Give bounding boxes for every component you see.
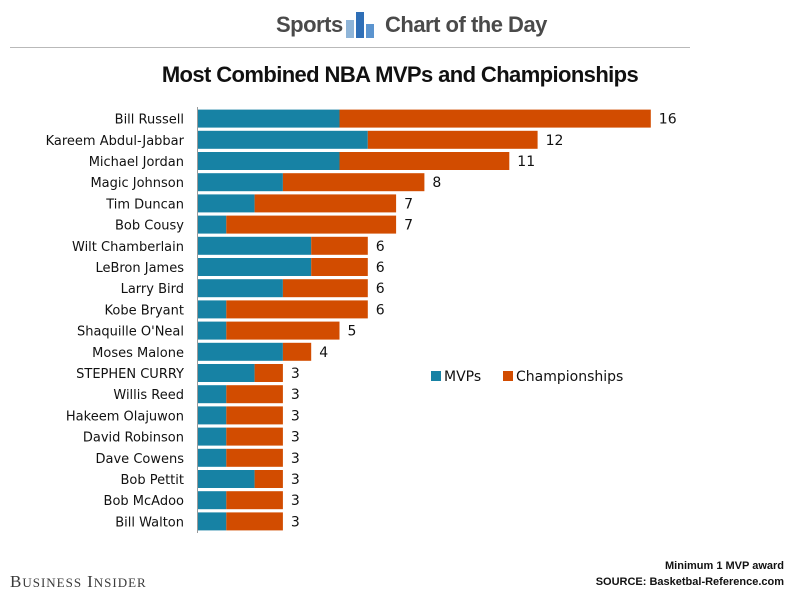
bar-mvps	[198, 321, 227, 340]
legend-swatch-mvps	[431, 371, 441, 381]
bar-championships	[226, 321, 340, 340]
player-label: Moses Malone	[92, 346, 184, 361]
total-value-label: 16	[659, 112, 677, 128]
player-label: Shaquille O'Neal	[77, 325, 184, 340]
legend-label-championships: Championships	[516, 369, 623, 385]
bar-mvps	[198, 385, 227, 404]
bar-championships	[339, 152, 510, 170]
bar-mvps	[198, 194, 255, 213]
total-value-label: 5	[348, 324, 357, 340]
bar-mvps	[198, 258, 312, 276]
player-label: Bill Russell	[115, 113, 184, 128]
player-label: Kareem Abdul-Jabbar	[46, 134, 185, 149]
bar-championships	[254, 470, 283, 488]
player-label: Larry Bird	[121, 282, 184, 297]
bar-championships	[226, 448, 283, 467]
player-label: Magic Johnson	[90, 176, 184, 191]
total-value-label: 4	[319, 345, 328, 361]
total-value-label: 3	[291, 451, 300, 467]
player-label: Bob Pettit	[120, 473, 184, 488]
bar-mvps	[198, 152, 340, 170]
stacked-bar-chart: Bill Russell 16 Kareem Abdul-Jabbar 12 Micha…	[46, 107, 677, 533]
bar-championships	[339, 109, 651, 128]
bar-championships	[226, 215, 397, 234]
total-value-label: 6	[376, 302, 385, 318]
bar-mvps	[198, 300, 227, 319]
total-value-label: 6	[376, 239, 385, 255]
player-label: Dave Cowens	[96, 452, 185, 467]
header-divider	[10, 47, 690, 48]
bar-championships	[226, 491, 283, 510]
bar-championships	[226, 300, 368, 319]
section-label: Sports	[276, 12, 343, 37]
bar-mvps	[198, 448, 227, 467]
bar-championships	[226, 427, 283, 446]
bar-mvps	[198, 470, 255, 488]
chart-notes: Minimum 1 MVP award SOURCE: Basketbal-Re…	[596, 558, 784, 590]
total-value-label: 3	[291, 514, 300, 530]
feature-label: Chart of the Day	[385, 12, 547, 37]
bar-championships	[282, 342, 312, 361]
bar-championships	[282, 173, 425, 192]
footnote: Minimum 1 MVP award	[665, 560, 784, 572]
player-label: Bill Walton	[115, 515, 184, 530]
total-value-label: 3	[291, 366, 300, 382]
bar-championships	[311, 236, 368, 255]
bar-championships	[254, 364, 283, 382]
player-label: Wilt Chamberlain	[72, 240, 184, 255]
bar-mvps	[198, 236, 312, 255]
total-value-label: 6	[376, 281, 385, 297]
bar-mvps	[198, 342, 283, 361]
player-label: LeBron James	[95, 261, 184, 276]
player-label: Michael Jordan	[89, 155, 184, 170]
bar-mvps	[198, 491, 227, 510]
player-label: Bob Cousy	[115, 219, 184, 234]
chart-of-the-day-header: Sports Chart of the Day	[0, 0, 800, 48]
bar-mvps	[198, 279, 283, 298]
bar-championships	[226, 512, 283, 531]
bar-championships	[226, 406, 283, 425]
bar-mvps	[198, 130, 368, 149]
total-value-label: 3	[291, 472, 300, 488]
player-label: Bob McAdoo	[104, 494, 184, 509]
bar-mvps	[198, 109, 340, 128]
bar-mvps	[198, 173, 283, 192]
total-value-label: 12	[546, 133, 564, 149]
total-value-label: 11	[517, 154, 535, 170]
total-value-label: 8	[432, 175, 441, 191]
bar-championships	[311, 258, 368, 276]
legend-label-mvps: MVPs	[444, 369, 481, 385]
bar-chart-logo-icon	[346, 12, 374, 38]
total-value-label: 3	[291, 387, 300, 403]
total-value-label: 3	[291, 493, 300, 509]
player-label: David Robinson	[83, 431, 184, 446]
total-value-label: 7	[404, 196, 413, 212]
bar-championships	[226, 385, 283, 404]
player-label: STEPHEN CURRY	[76, 367, 184, 382]
bar-championships	[254, 194, 397, 213]
chart-title: Most Combined NBA MVPs and Championships	[161, 62, 639, 87]
bar-mvps	[198, 512, 227, 531]
total-value-label: 7	[404, 218, 413, 234]
bar-championships	[367, 130, 538, 149]
player-label: Tim Duncan	[105, 197, 184, 212]
bar-mvps	[198, 427, 227, 446]
player-label: Hakeem Olajuwon	[66, 409, 184, 424]
player-label: Willis Reed	[113, 388, 184, 403]
total-value-label: 3	[291, 408, 300, 424]
bar-mvps	[198, 364, 255, 382]
total-value-label: 6	[376, 260, 385, 276]
source-note: SOURCE: Basketbal-Reference.com	[595, 576, 784, 588]
total-value-label: 3	[291, 430, 300, 446]
player-label: Kobe Bryant	[105, 303, 184, 318]
bar-mvps	[198, 215, 227, 234]
bar-championships	[282, 279, 368, 298]
bar-mvps	[198, 406, 227, 425]
legend-swatch-championships	[503, 371, 513, 381]
brand-logo: BUSINESS INSIDER	[10, 572, 147, 591]
